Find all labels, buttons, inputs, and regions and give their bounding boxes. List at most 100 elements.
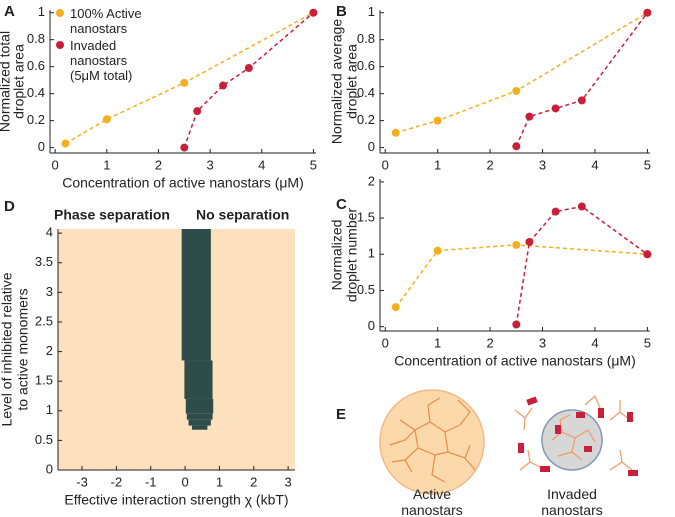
data-point (180, 78, 189, 87)
caption: Invaded nanostars (541, 486, 603, 517)
x-tick-label: 0 (382, 335, 389, 350)
x-tick-label: 0 (52, 157, 59, 172)
series-line (65, 12, 314, 145)
x-tick-label: 1 (216, 474, 223, 489)
legend-label: Invaded nanostars (5μM total) (70, 38, 133, 83)
y-tick-label: 1.5 (35, 373, 53, 388)
x-tick-label: 0 (181, 474, 188, 489)
x-tick-label: 5 (644, 335, 651, 350)
y-tick-label: 1 (368, 246, 375, 261)
data-point (391, 303, 400, 312)
x-tick-label: 1 (434, 335, 441, 350)
y-tick-label: 2.5 (35, 313, 53, 328)
y-tick-label: 3.5 (35, 254, 53, 269)
no-separation-region (186, 413, 213, 420)
background-region (58, 229, 295, 470)
x-tick-label: 3 (206, 157, 213, 172)
data-point (512, 240, 521, 249)
data-point (309, 8, 318, 17)
data-point (61, 139, 70, 148)
invaded-nanostar-droplet (514, 394, 638, 476)
y-tick-label: 0.4 (27, 85, 45, 100)
series-line (183, 12, 314, 148)
x-tick-label: -2 (111, 474, 123, 489)
legend: 100% Active nanostars Invaded nanostars (… (56, 6, 158, 85)
x-tick-label: -3 (76, 474, 88, 489)
caption: Active nanostars (401, 486, 463, 517)
panel-letter: B (336, 3, 347, 20)
x-tick-label: 1 (103, 157, 110, 172)
panel-letter: E (336, 406, 346, 423)
panel-letter: C (336, 196, 347, 213)
no-separation-region (191, 425, 208, 430)
y-tick-label: 0.5 (35, 432, 53, 447)
y-tick-label: 0.2 (27, 112, 45, 127)
data-point (433, 116, 442, 125)
y-axis-label: Normalized average (329, 19, 345, 144)
x-tick-label: 5 (644, 157, 651, 172)
legend-entry: Invaded nanostars (5μM total) (56, 38, 158, 83)
y-axis-label: droplet area (11, 44, 27, 119)
y-tick-label: 0.2 (357, 112, 375, 127)
y-tick-label: 0.4 (357, 85, 375, 100)
x-tick-label: 4 (591, 157, 598, 172)
data-point (180, 143, 189, 152)
y-tick-label: 2 (368, 173, 375, 188)
data-point (577, 202, 586, 211)
y-tick-label: 0.8 (357, 31, 375, 46)
y-tick-label: 0.5 (357, 282, 375, 297)
data-point (433, 246, 442, 255)
y-tick-label: 0 (368, 139, 375, 154)
y-tick-label: 0.6 (357, 58, 375, 73)
x-tick-label: 2 (486, 157, 493, 172)
y-tick-label: 1.5 (357, 210, 375, 225)
legend-label: 100% Active nanostars (70, 6, 142, 36)
data-point (551, 207, 560, 216)
data-point (391, 128, 400, 137)
y-tick-label: 0 (368, 318, 375, 333)
no-separation-region (181, 229, 211, 361)
x-tick-label: 2 (155, 157, 162, 172)
x-tick-label: 3 (539, 335, 546, 350)
data-point (643, 8, 652, 17)
data-point (512, 142, 521, 151)
legend-entry: 100% Active nanostars (56, 6, 158, 36)
y-axis-label: Level of inhibited relative (0, 272, 15, 426)
data-point (643, 250, 652, 259)
y-tick-label: 1 (368, 4, 375, 19)
data-point (512, 86, 521, 95)
y-tick-label: 0 (38, 139, 45, 154)
y-tick-label: 0.6 (27, 58, 45, 73)
panel-letter: D (4, 198, 15, 215)
x-tick-label: 5 (310, 157, 317, 172)
data-point (244, 64, 253, 73)
y-tick-label: 4 (46, 225, 53, 240)
data-point (512, 320, 521, 329)
x-tick-label: -1 (145, 474, 157, 489)
x-tick-label: 1 (434, 157, 441, 172)
data-point (219, 81, 228, 90)
x-tick-label: 2 (486, 335, 493, 350)
data-point (193, 107, 202, 116)
x-axis-label: Concentration of active nanostars (μM) (62, 175, 304, 191)
no-separation-region (188, 419, 211, 426)
series-line (395, 244, 648, 308)
y-tick-label: 0.8 (27, 31, 45, 46)
x-tick-label: 3 (285, 474, 292, 489)
y-tick-label: 3 (46, 284, 53, 299)
data-point (577, 96, 586, 105)
y-axis-label: Normalized total (0, 31, 13, 132)
data-point (525, 237, 534, 246)
y-axis-label: droplet area (344, 44, 360, 119)
y-tick-label: 0 (46, 461, 53, 476)
legend-marker (56, 41, 64, 49)
legend-marker (56, 9, 64, 17)
y-axis-label: to active monomers (15, 288, 31, 410)
y-axis-label: droplet number (344, 208, 360, 303)
x-tick-label: 2 (250, 474, 257, 489)
x-axis-label: Concentration of active nanostars (μM) (394, 353, 636, 369)
data-point (551, 104, 560, 113)
panel-letter: A (4, 3, 15, 20)
y-axis-label: Normalized (329, 220, 345, 291)
